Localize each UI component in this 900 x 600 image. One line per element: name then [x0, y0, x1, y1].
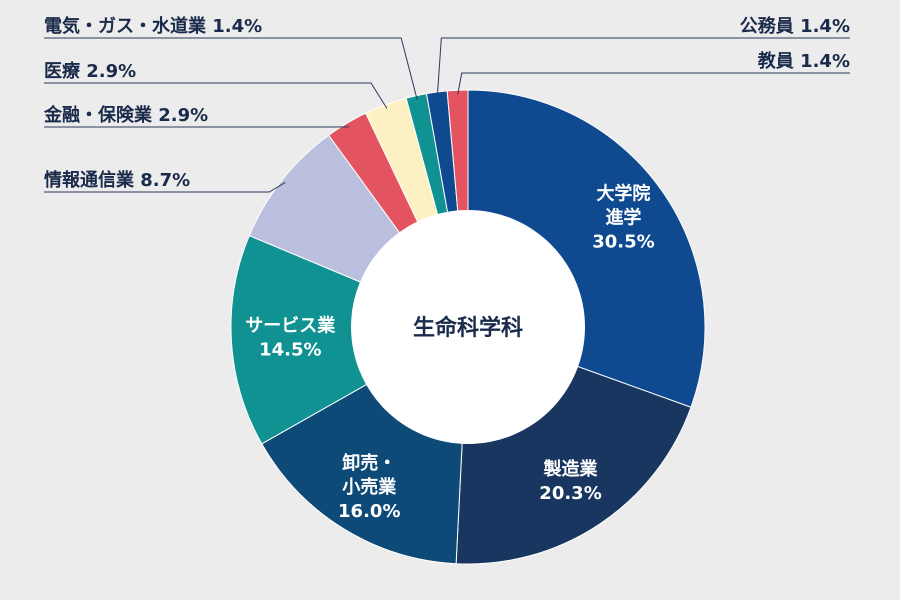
slice-label-4: 情報通信業 8.7%: [44, 169, 190, 191]
leader-line-8: [436, 37, 850, 97]
slice-label-2: 卸売・: [342, 452, 396, 474]
slice-3: [230, 234, 470, 445]
slice-label-7: 電気・ガス・水道業 1.4%: [44, 15, 262, 37]
slice-value-3: 14.5%: [259, 340, 321, 361]
slice-value-1: 20.3%: [539, 483, 601, 504]
slice-label-3: サービス業: [245, 315, 336, 337]
chart-title: 生命科学科: [413, 315, 523, 341]
slice-value-0: 30.5%: [592, 232, 654, 253]
slice-label-9: 教員 1.4%: [758, 50, 850, 72]
donut-hole: [351, 210, 585, 444]
slice-label-6: 医療 2.9%: [44, 60, 136, 82]
slice-label-2: 小売業: [342, 476, 397, 498]
slice-label-0: 大学院: [596, 183, 650, 205]
leader-line-6: [44, 82, 388, 109]
slice-label-1: 製造業: [543, 458, 599, 480]
leader-line-7: [44, 37, 418, 100]
leader-lines: [44, 37, 850, 193]
slice-label-5: 金融・保険業 2.9%: [43, 104, 208, 126]
slice-label-0: 進学: [605, 207, 641, 229]
leader-line-4: [44, 182, 286, 193]
slice-label-8: 公務員 1.4%: [740, 15, 850, 37]
leader-line-9: [457, 72, 850, 95]
slice-value-2: 16.0%: [338, 501, 400, 522]
